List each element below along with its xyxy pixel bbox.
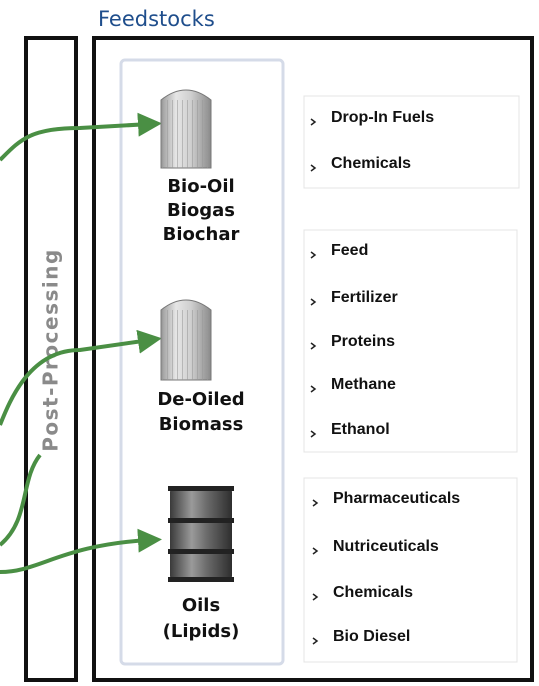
product: Drop-In Fuels xyxy=(331,109,434,126)
tank-icon xyxy=(161,90,211,168)
product: Chemicals xyxy=(333,584,413,601)
group-label: Oils xyxy=(182,595,220,616)
tank-icon xyxy=(161,300,211,380)
side-label: Post-Processing xyxy=(39,248,63,452)
product: Nutriceuticals xyxy=(333,538,439,555)
group-label: Biochar xyxy=(163,224,240,245)
product: Bio Diesel xyxy=(333,628,410,645)
diagram: Feedstocks Post-Processing Bio-Oil Biogas… xyxy=(0,0,539,686)
barrel-icon xyxy=(168,486,234,582)
product: Methane xyxy=(331,376,396,393)
group-label: Bio-Oil xyxy=(167,176,234,197)
product: Chemicals xyxy=(331,155,411,172)
product: Proteins xyxy=(331,333,395,350)
product: Feed xyxy=(331,242,368,259)
group-label: Biomass xyxy=(159,414,244,435)
group-label: De-Oiled xyxy=(157,389,244,410)
group-label: Biogas xyxy=(167,200,235,221)
title: Feedstocks xyxy=(98,7,215,31)
product: Fertilizer xyxy=(331,289,398,306)
product: Pharmaceuticals xyxy=(333,490,460,507)
product: Ethanol xyxy=(331,421,390,438)
group-label: (Lipids) xyxy=(163,621,240,642)
